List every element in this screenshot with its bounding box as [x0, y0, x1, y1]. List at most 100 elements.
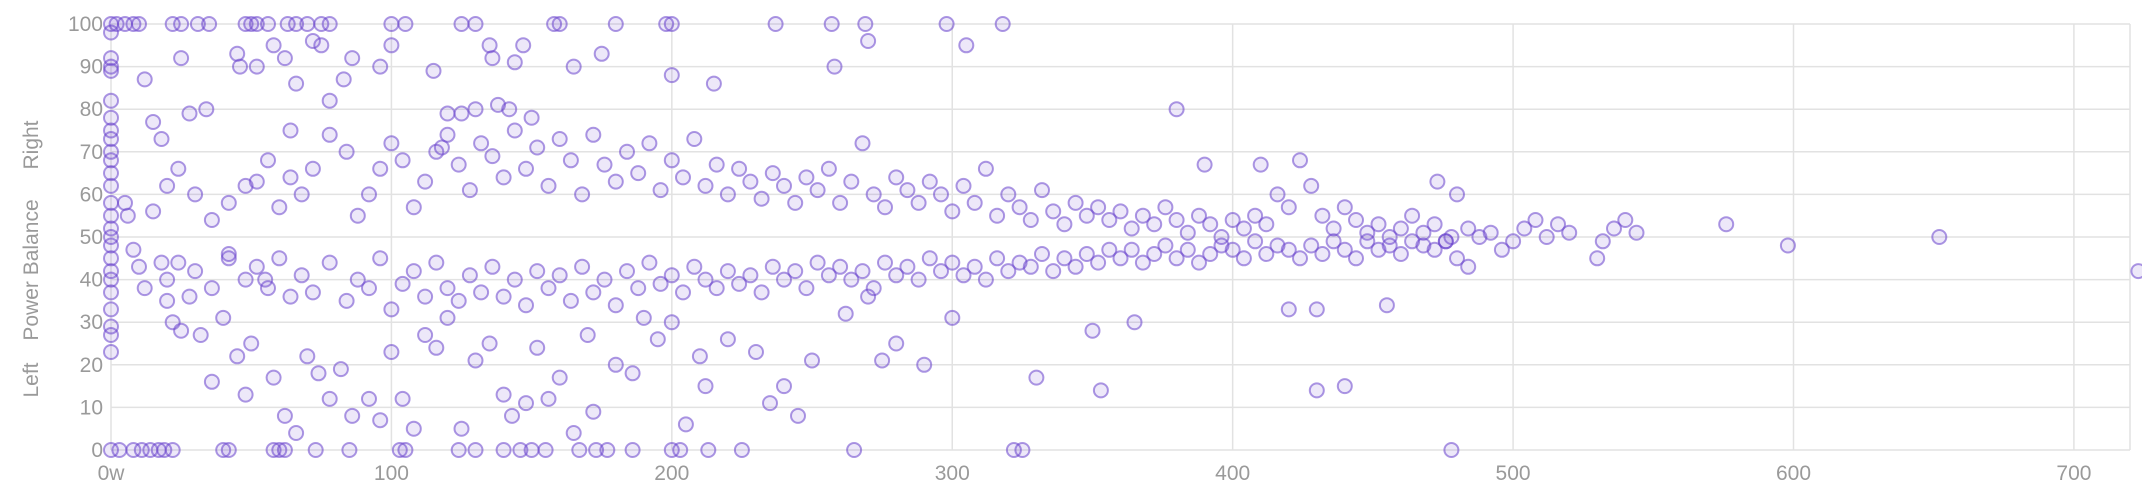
- data-point: [397, 16, 414, 32]
- data-point: [187, 263, 204, 280]
- data-point: [248, 173, 265, 190]
- data-point: [748, 344, 764, 360]
- data-point: [394, 275, 411, 292]
- data-point: [994, 16, 1011, 32]
- data-point: [304, 284, 321, 301]
- data-point: [103, 237, 119, 254]
- data-point: [1314, 246, 1331, 262]
- data-point: [938, 16, 955, 32]
- data-point: [473, 135, 490, 152]
- data-point: [916, 356, 933, 373]
- data-point: [1179, 241, 1196, 258]
- data-point: [338, 292, 355, 309]
- data-point: [321, 390, 338, 407]
- y-tick-label: 50: [80, 226, 103, 249]
- data-point: [215, 309, 232, 326]
- grid: [110, 23, 2131, 451]
- data-point: [826, 58, 843, 75]
- x-tick-label: 600: [1776, 462, 1811, 485]
- data-point: [344, 407, 361, 424]
- data-point: [663, 267, 680, 284]
- data-point: [1000, 186, 1017, 203]
- data-point: [1429, 173, 1446, 190]
- data-point: [1168, 101, 1185, 118]
- data-point: [136, 280, 153, 297]
- data-point: [203, 280, 220, 297]
- data-point: [700, 442, 717, 458]
- data-point: [537, 442, 554, 458]
- data-point: [103, 327, 119, 343]
- data-point: [820, 160, 837, 177]
- data-point: [321, 16, 338, 32]
- data-point: [1168, 250, 1185, 267]
- data-point: [1112, 250, 1129, 267]
- data-point: [1449, 250, 1465, 267]
- data-point: [125, 241, 142, 258]
- data-point: [103, 271, 119, 288]
- data-point: [181, 288, 198, 305]
- data-point: [1034, 246, 1050, 262]
- data-point: [276, 442, 293, 458]
- y-tick-label: 70: [80, 141, 103, 164]
- data-point: [1191, 254, 1207, 271]
- data-point: [220, 442, 237, 458]
- x-axis-ticks: 0w 100 200 300 400 500 600 700: [98, 462, 2092, 485]
- data-point: [624, 365, 641, 382]
- data-point: [1437, 233, 1454, 250]
- data-point: [1092, 382, 1109, 399]
- data-point: [579, 327, 596, 343]
- data-point: [103, 207, 119, 224]
- data-point: [798, 169, 815, 186]
- data-point: [624, 442, 641, 458]
- data-point: [565, 58, 582, 75]
- data-point: [282, 169, 299, 186]
- data-point: [481, 335, 498, 352]
- data-point: [565, 425, 582, 441]
- data-point: [820, 267, 837, 284]
- data-point: [260, 16, 276, 32]
- data-point: [136, 71, 153, 88]
- data-point: [619, 263, 635, 280]
- data-point: [677, 416, 694, 433]
- data-point: [170, 160, 187, 177]
- data-point: [271, 199, 288, 216]
- data-point: [1392, 220, 1409, 237]
- data-point: [742, 173, 759, 190]
- data-point: [1404, 207, 1421, 224]
- data-point: [658, 16, 675, 32]
- data-point: [708, 280, 725, 297]
- data-point: [304, 33, 321, 49]
- data-point: [762, 395, 778, 412]
- data-point: [220, 246, 237, 262]
- data-point: [546, 16, 563, 32]
- data-point: [697, 177, 714, 194]
- data-point: [823, 16, 840, 32]
- data-point: [397, 442, 414, 458]
- data-point: [596, 156, 613, 173]
- data-point: [232, 58, 248, 75]
- data-point: [899, 258, 916, 275]
- data-point: [705, 75, 722, 92]
- data-point: [832, 258, 849, 275]
- data-point: [1146, 246, 1163, 262]
- y-tick-label: 20: [80, 354, 103, 377]
- data-point: [1090, 254, 1107, 271]
- data-point: [271, 442, 288, 458]
- data-point: [321, 92, 338, 109]
- data-point: [719, 331, 736, 348]
- data-point: [1202, 216, 1219, 233]
- data-point: [1269, 186, 1286, 203]
- data-point: [518, 297, 534, 314]
- data-point: [933, 263, 949, 280]
- data-point: [439, 309, 456, 326]
- data-point: [1224, 241, 1241, 258]
- data-point: [125, 16, 142, 32]
- data-point: [776, 378, 792, 395]
- data-point: [271, 250, 288, 267]
- x-tick-label: 500: [1496, 462, 1531, 485]
- data-point: [843, 173, 860, 190]
- y-axis-label-center: Power Balance: [20, 199, 43, 340]
- data-point: [237, 271, 254, 288]
- data-point: [1179, 224, 1196, 241]
- data-point: [1280, 199, 1297, 216]
